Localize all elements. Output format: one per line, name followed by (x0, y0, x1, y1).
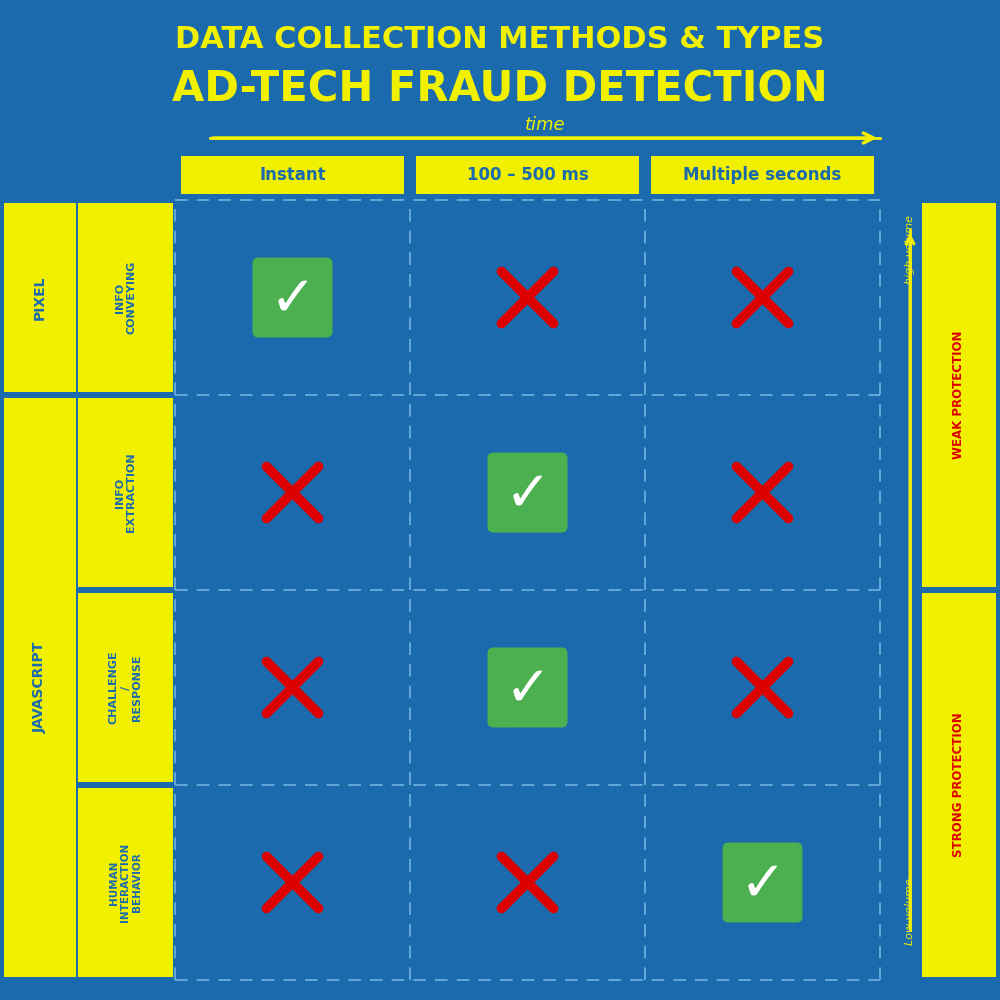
Text: DATA COLLECTION METHODS & TYPES: DATA COLLECTION METHODS & TYPES (175, 25, 825, 54)
FancyBboxPatch shape (922, 593, 996, 977)
Text: Low volume: Low volume (905, 878, 915, 945)
Text: AD-TECH FRAUD DETECTION: AD-TECH FRAUD DETECTION (172, 69, 828, 111)
FancyBboxPatch shape (4, 398, 76, 977)
FancyBboxPatch shape (922, 203, 996, 587)
FancyBboxPatch shape (488, 452, 568, 532)
Text: JAVASCRIPT: JAVASCRIPT (33, 642, 47, 733)
FancyBboxPatch shape (78, 788, 173, 977)
Text: high volume: high volume (905, 215, 915, 284)
Text: brightinventions.pl: brightinventions.pl (688, 781, 792, 859)
FancyBboxPatch shape (651, 156, 874, 194)
Text: Instant: Instant (259, 166, 326, 184)
Text: brightinventions.pl: brightinventions.pl (688, 241, 792, 319)
Text: WEAK PROTECTION: WEAK PROTECTION (952, 331, 966, 459)
Text: brightinventions.pl: brightinventions.pl (478, 411, 582, 489)
FancyBboxPatch shape (252, 257, 332, 337)
Text: brightinventions.pl: brightinventions.pl (478, 711, 582, 789)
Text: ✓: ✓ (269, 273, 316, 328)
FancyBboxPatch shape (488, 648, 568, 728)
Text: brightinventions.pl: brightinventions.pl (478, 881, 582, 959)
Text: brightinventions.pl: brightinventions.pl (688, 481, 792, 559)
FancyBboxPatch shape (78, 593, 173, 782)
Text: PIXEL: PIXEL (33, 275, 47, 320)
FancyBboxPatch shape (4, 203, 76, 392)
Text: STRONG PROTECTION: STRONG PROTECTION (952, 713, 966, 857)
Text: ✓: ✓ (739, 858, 786, 912)
FancyBboxPatch shape (416, 156, 639, 194)
Text: ✓: ✓ (504, 469, 551, 523)
Text: time: time (525, 116, 565, 134)
FancyBboxPatch shape (78, 398, 173, 587)
Text: brightinventions.pl: brightinventions.pl (248, 641, 352, 719)
Text: INFO
EXTRACTION: INFO EXTRACTION (115, 453, 136, 532)
Text: INFO
CONVEYING: INFO CONVEYING (115, 261, 136, 334)
Text: ✓: ✓ (504, 664, 551, 718)
Text: CHALLENGE
/
RESPONSE: CHALLENGE / RESPONSE (109, 651, 142, 724)
Text: 100 – 500 ms: 100 – 500 ms (467, 166, 588, 184)
Text: Multiple seconds: Multiple seconds (683, 166, 842, 184)
FancyBboxPatch shape (722, 842, 802, 922)
FancyBboxPatch shape (78, 203, 173, 392)
Text: HUMAN
INTERACTION
BEHAVIOR: HUMAN INTERACTION BEHAVIOR (109, 843, 142, 922)
Text: brightinventions.pl: brightinventions.pl (248, 811, 352, 889)
Text: brightinventions.pl: brightinventions.pl (248, 311, 352, 389)
FancyBboxPatch shape (181, 156, 404, 194)
